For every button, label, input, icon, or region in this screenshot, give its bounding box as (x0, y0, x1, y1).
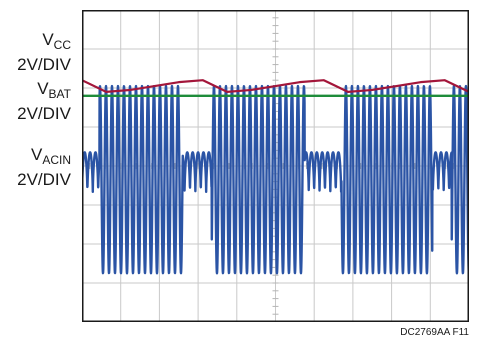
figure-id: DC2769AA F11 (400, 327, 469, 338)
scope-traces (82, 79, 469, 275)
oscilloscope-plot (82, 10, 469, 322)
vbat-channel-label: VBAT 2V/DIV (17, 79, 71, 123)
plot-frame (82, 10, 469, 322)
vcc-channel-label: VCC 2V/DIV (17, 30, 71, 74)
vacin-channel-label: VACIN 2V/DIV (17, 145, 71, 189)
vcc-trace (82, 79, 469, 94)
vacin-trace (82, 84, 469, 275)
